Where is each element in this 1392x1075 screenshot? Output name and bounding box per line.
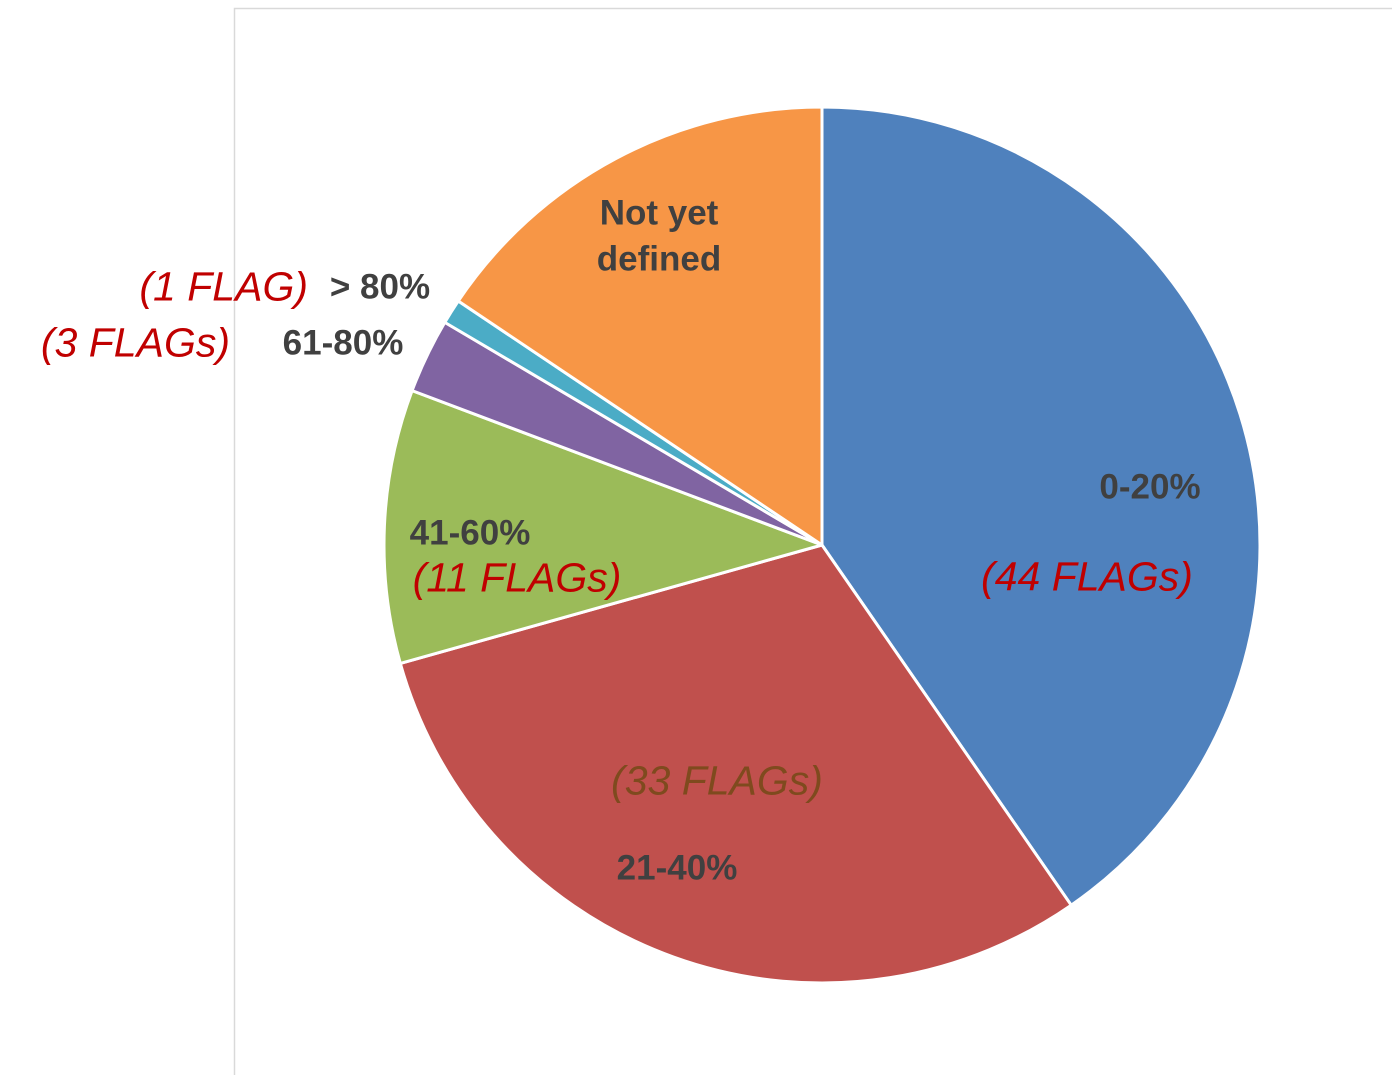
value-label: (11 FLAGs) [412, 554, 622, 601]
pie-slice [398, 543, 1073, 985]
value-label: (3 FLAGs) [40, 319, 230, 366]
category-label: 41-60% [409, 513, 531, 553]
chart-frame [233, 7, 1392, 1075]
category-label: 61-80% [282, 323, 404, 363]
pie-slice [820, 105, 1262, 907]
value-label: (1 FLAG) [139, 263, 308, 310]
value-label: (44 FLAGs) [981, 553, 1193, 600]
category-label: > 80% [329, 267, 431, 307]
value-label: (33 FLAGs) [611, 757, 823, 804]
category-label: Not yet defined [596, 193, 722, 279]
pie-slice [382, 389, 824, 665]
pie-slice [456, 105, 824, 547]
category-label: 21-40% [616, 848, 738, 888]
category-label: 0-20% [1099, 467, 1201, 507]
